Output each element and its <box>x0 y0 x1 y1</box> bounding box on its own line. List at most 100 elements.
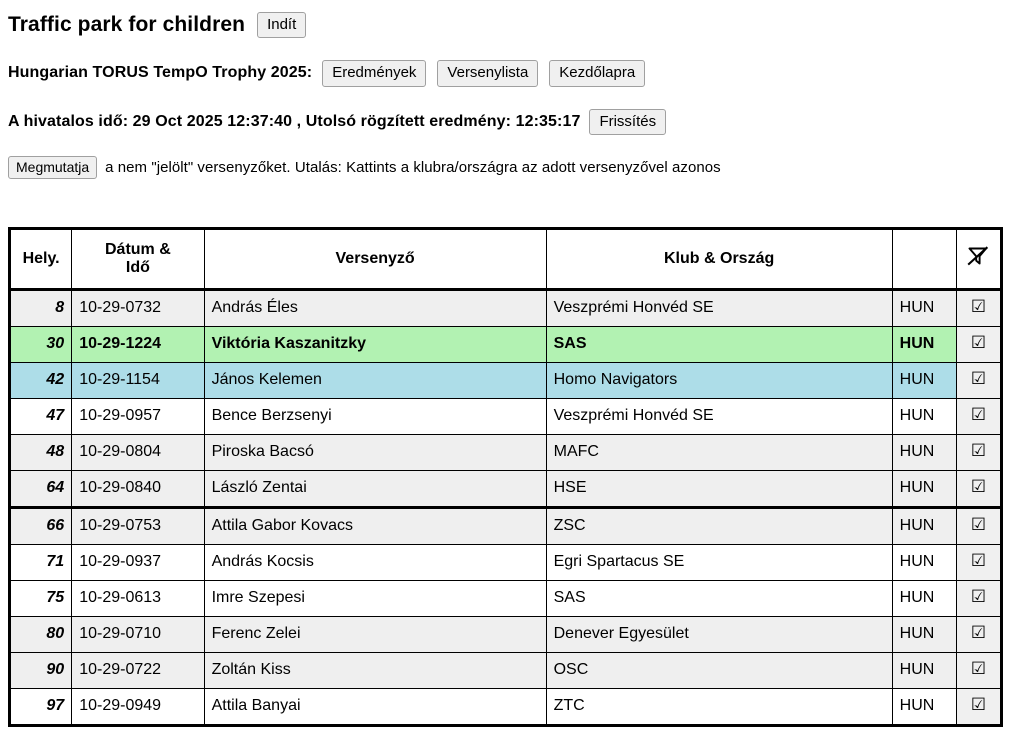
checked-checkbox-icon[interactable]: ☑ <box>970 476 987 497</box>
cell-competitor[interactable]: Zoltán Kiss <box>203 651 547 689</box>
cell-mark-checkbox[interactable]: ☑ <box>955 433 1003 471</box>
table-row[interactable]: 47 10-29-0957 Bence Berzsenyi Veszprémi Hon… <box>8 397 1003 435</box>
cell-rank: 42 <box>8 361 73 399</box>
checked-checkbox-icon[interactable]: ☑ <box>970 368 987 389</box>
official-time-row: A hivatalos idő: 29 Oct 2025 12:37:40 , … <box>8 108 1007 135</box>
checked-checkbox-icon[interactable]: ☑ <box>970 586 987 607</box>
cell-competitor[interactable]: Imre Szepesi <box>203 579 547 617</box>
cell-club[interactable]: Homo Navigators <box>545 361 893 399</box>
note-text: a nem "jelölt" versenyzőket. Utalás: Kat… <box>105 158 721 176</box>
cell-competitor[interactable]: András Éles <box>203 288 547 327</box>
refresh-button[interactable]: Frissítés <box>589 108 667 135</box>
cell-competitor[interactable]: János Kelemen <box>203 361 547 399</box>
cell-mark-checkbox[interactable]: ☑ <box>955 506 1003 545</box>
cell-datetime: 10-29-0732 <box>71 288 205 327</box>
home-button[interactable]: Kezdőlapra <box>549 60 646 87</box>
column-header-rank[interactable]: Hely. <box>8 227 73 291</box>
checked-checkbox-icon[interactable]: ☑ <box>970 332 987 353</box>
column-header-club-country[interactable]: Klub & Ország <box>545 227 893 291</box>
table-row[interactable]: 42 10-29-1154 János Kelemen Homo Navigators… <box>8 361 1003 399</box>
table-header-row: Hely. Dátum & Idő Versenyző Klub & Orszá… <box>8 227 1003 291</box>
column-header-competitor[interactable]: Versenyző <box>203 227 547 291</box>
cell-club[interactable]: Veszprémi Honvéd SE <box>545 397 893 435</box>
cell-club[interactable]: SAS <box>545 325 893 363</box>
cell-country[interactable]: HUN <box>891 397 957 435</box>
show-button[interactable]: Megmutatja <box>8 155 98 179</box>
table-row[interactable]: 90 10-29-0722 Zoltán Kiss OSC HUN ☑ <box>8 651 1003 689</box>
start-button[interactable]: Indít <box>257 12 307 39</box>
cell-mark-checkbox[interactable]: ☑ <box>955 543 1003 581</box>
cell-competitor[interactable]: Attila Gabor Kovacs <box>203 506 547 545</box>
table-row[interactable]: 71 10-29-0937 András Kocsis Egri Spartacus … <box>8 543 1003 581</box>
column-header-filter[interactable] <box>955 227 1003 291</box>
cell-club[interactable]: ZTC <box>545 687 893 726</box>
checked-checkbox-icon[interactable]: ☑ <box>970 622 987 643</box>
results-button[interactable]: Eredmények <box>322 60 427 87</box>
cell-datetime: 10-29-0722 <box>71 651 205 689</box>
cell-datetime: 10-29-0840 <box>71 469 205 509</box>
cell-club[interactable]: SAS <box>545 579 893 617</box>
cell-mark-checkbox[interactable]: ☑ <box>955 361 1003 399</box>
checked-checkbox-icon[interactable]: ☑ <box>970 404 987 425</box>
checked-checkbox-icon[interactable]: ☑ <box>970 550 987 571</box>
cell-competitor[interactable]: László Zentai <box>203 469 547 509</box>
competitor-list-button[interactable]: Versenylista <box>437 60 539 87</box>
event-title: Hungarian TORUS TempO Trophy 2025: <box>8 64 313 82</box>
cell-competitor[interactable]: Viktória Kaszanitzky <box>203 325 547 363</box>
table-row[interactable]: 75 10-29-0613 Imre Szepesi SAS HUN ☑ <box>8 579 1003 617</box>
cell-country[interactable]: HUN <box>891 288 957 327</box>
cell-country[interactable]: HUN <box>891 651 957 689</box>
table-row[interactable]: 97 10-29-0949 Attila Banyai ZTC HUN ☑ <box>8 687 1003 726</box>
cell-country[interactable]: HUN <box>891 687 957 726</box>
results-table-wrap: Hely. Dátum & Idő Versenyző Klub & Orszá… <box>8 226 1007 727</box>
checked-checkbox-icon[interactable]: ☑ <box>970 514 987 535</box>
cell-country[interactable]: HUN <box>891 579 957 617</box>
cell-country[interactable]: HUN <box>891 543 957 581</box>
checked-checkbox-icon[interactable]: ☑ <box>970 296 987 317</box>
table-row[interactable]: 8 10-29-0732 András Éles Veszprémi Honvéd S… <box>8 288 1003 327</box>
table-row[interactable]: 64 10-29-0840 László Zentai HSE HUN ☑ <box>8 469 1003 509</box>
column-header-country-spacer <box>891 227 957 291</box>
cell-mark-checkbox[interactable]: ☑ <box>955 615 1003 653</box>
cell-competitor[interactable]: Piroska Bacsó <box>203 433 547 471</box>
cell-competitor[interactable]: Ferenc Zelei <box>203 615 547 653</box>
table-row[interactable]: 80 10-29-0710 Ferenc Zelei Denever Egyesüle… <box>8 615 1003 653</box>
checked-checkbox-icon[interactable]: ☑ <box>970 694 987 715</box>
cell-rank: 8 <box>8 288 73 327</box>
cell-club[interactable]: MAFC <box>545 433 893 471</box>
cell-club[interactable]: Veszprémi Honvéd SE <box>545 288 893 327</box>
table-row[interactable]: 66 10-29-0753 Attila Gabor Kovacs ZSC HUN ☑ <box>8 506 1003 545</box>
cell-country[interactable]: HUN <box>891 433 957 471</box>
cell-rank: 75 <box>8 579 73 617</box>
checked-checkbox-icon[interactable]: ☑ <box>970 440 987 461</box>
cell-datetime: 10-29-0753 <box>71 506 205 545</box>
cell-competitor[interactable]: András Kocsis <box>203 543 547 581</box>
cell-mark-checkbox[interactable]: ☑ <box>955 288 1003 327</box>
table-row[interactable]: 30 10-29-1224 Viktória Kaszanitzky SAS HUN ☑ <box>8 325 1003 363</box>
cell-mark-checkbox[interactable]: ☑ <box>955 687 1003 726</box>
cell-country[interactable]: HUN <box>891 469 957 509</box>
cell-mark-checkbox[interactable]: ☑ <box>955 325 1003 363</box>
cell-club[interactable]: ZSC <box>545 506 893 545</box>
cell-competitor[interactable]: Attila Banyai <box>203 687 547 726</box>
cell-club[interactable]: Denever Egyesület <box>545 615 893 653</box>
cell-rank: 48 <box>8 433 73 471</box>
cell-country[interactable]: HUN <box>891 615 957 653</box>
cell-club[interactable]: OSC <box>545 651 893 689</box>
cell-country[interactable]: HUN <box>891 325 957 363</box>
cell-country[interactable]: HUN <box>891 506 957 545</box>
cell-mark-checkbox[interactable]: ☑ <box>955 397 1003 435</box>
cell-country[interactable]: HUN <box>891 361 957 399</box>
cell-rank: 64 <box>8 469 73 509</box>
checked-checkbox-icon[interactable]: ☑ <box>970 658 987 679</box>
cell-club[interactable]: HSE <box>545 469 893 509</box>
table-row[interactable]: 48 10-29-0804 Piroska Bacsó MAFC HUN ☑ <box>8 433 1003 471</box>
cell-mark-checkbox[interactable]: ☑ <box>955 651 1003 689</box>
cell-mark-checkbox[interactable]: ☑ <box>955 469 1003 509</box>
column-header-datetime[interactable]: Dátum & Idő <box>71 227 205 291</box>
cell-competitor[interactable]: Bence Berzsenyi <box>203 397 547 435</box>
column-header-datetime-line2: Idő <box>125 258 150 276</box>
filter-off-icon <box>965 243 991 269</box>
cell-mark-checkbox[interactable]: ☑ <box>955 579 1003 617</box>
cell-club[interactable]: Egri Spartacus SE <box>545 543 893 581</box>
